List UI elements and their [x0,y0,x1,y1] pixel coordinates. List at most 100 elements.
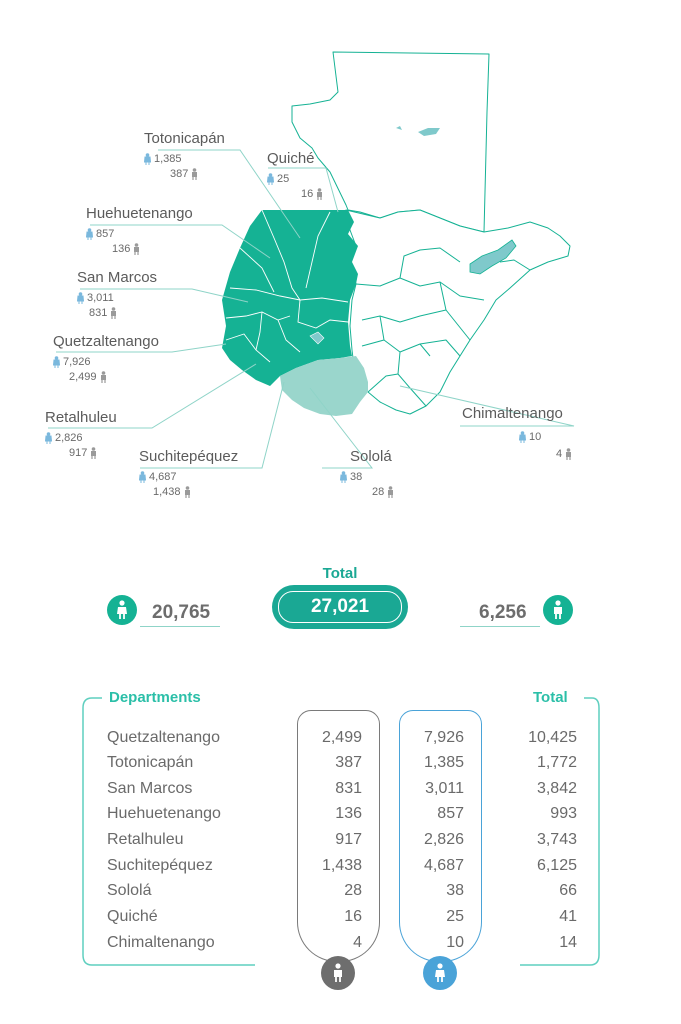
light-highlight [280,356,368,416]
male-icon [388,486,394,498]
row-male: 917 [335,831,362,848]
male-total: 6,256 [479,602,527,623]
table-row: Sololá 28 38 66 [0,882,681,907]
row-female: 38 [446,882,464,899]
female-count: 7,926 [63,356,91,368]
female-icon [340,471,347,483]
female-count: 3,011 [87,292,114,304]
male-count: 917 [69,447,88,459]
male-icon [317,188,323,200]
row-total: 14 [559,934,577,951]
dept-label: San Marcos [77,269,158,286]
guatemala-map [48,51,575,469]
male-count: 387 [170,168,189,180]
male-count: 2,499 [69,371,97,383]
callout-san-marcos: San Marcos 3,011 831 [77,269,157,319]
male-column-badge [321,956,355,990]
row-total: 6,125 [536,857,577,874]
row-total: 3,743 [536,831,577,848]
table-row: Chimaltenango 4 10 14 [0,934,681,959]
row-female: 25 [446,908,464,925]
female-count: 38 [350,471,363,483]
female-icon [77,292,84,304]
table-row: Retalhuleu 917 2,826 3,743 [0,831,681,856]
male-total-underline [460,626,540,627]
male-count: 4 [556,448,563,460]
female-total: 20,765 [152,602,211,623]
callout-solola: Sololá 38 28 [340,448,394,498]
female-icon [139,471,146,483]
dept-label: Totonicapán [144,130,225,147]
female-icon [144,153,151,165]
male-total-badge [543,595,573,625]
dept-label: Sololá [350,448,392,465]
female-icon [45,432,52,444]
female-icon [519,431,526,443]
female-icon [435,963,445,982]
row-male: 4 [353,934,362,951]
table-row: Totonicapán 387 1,385 1,772 [0,754,681,779]
dept-label: Quiché [267,150,315,167]
male-icon [100,371,106,383]
row-female: 1,385 [423,754,464,771]
dept-label: Chimaltenango [462,405,563,422]
row-department: Chimaltenango [107,934,215,951]
row-male: 2,499 [321,729,362,746]
table-row: Suchitepéquez 1,438 4,687 6,125 [0,857,681,882]
table-row: San Marcos 831 3,011 3,842 [0,780,681,805]
row-female: 7,926 [423,729,464,746]
callout-huehuetenango: Huehuetenango 857 136 [86,205,193,255]
male-count: 1,438 [153,486,181,498]
row-total: 1,772 [536,754,577,771]
female-total-badge [107,595,137,625]
row-female: 3,011 [425,780,464,797]
row-department: Sololá [107,882,152,899]
row-total: 993 [550,805,577,822]
table-title: Departments [109,689,201,706]
female-icon [267,173,274,185]
female-count: 4,687 [149,471,177,483]
row-male: 16 [344,908,362,925]
male-icon [334,963,342,982]
lake-atitlan [309,331,325,345]
callout-chimaltenango: Chimaltenango 10 4 [462,405,572,460]
row-department: San Marcos [107,780,193,797]
lake-izabal [469,239,517,275]
row-female: 10 [446,934,464,951]
male-icon [554,600,562,619]
female-count: 2,826 [55,432,83,444]
row-department: Suchitepéquez [107,857,213,874]
row-female: 2,826 [423,831,464,848]
male-count: 16 [301,188,314,200]
row-male: 28 [344,882,362,899]
lake-peten-itza [418,128,440,136]
dept-label: Retalhuleu [45,409,117,426]
row-department: Huehuetenango [107,805,221,822]
callout-retalhuleu: Retalhuleu 2,826 917 [45,409,117,459]
dept-label: Huehuetenango [86,205,193,222]
callout-quetzaltenango: Quetzaltenango 7,926 2,499 [53,333,159,383]
female-count: 10 [529,431,542,443]
row-male: 831 [335,780,362,797]
callout-suchitepequez: Suchitepéquez 4,687 1,438 [139,448,238,498]
table-row: Huehuetenango 136 857 993 [0,805,681,830]
table-row: Quiché 16 25 41 [0,908,681,933]
row-department: Retalhuleu [107,831,184,848]
total-pill: 27,021 [272,585,408,629]
male-icon [134,243,140,255]
male-icon [184,486,190,498]
male-icon [192,168,198,180]
male-icon [566,448,572,460]
row-department: Quiché [107,908,158,925]
callout-totonicapan: Totonicapán 1,385 387 [144,130,225,180]
table-row: Quetzaltenango 2,499 7,926 10,425 [0,729,681,754]
female-count: 857 [96,228,115,240]
row-total: 3,842 [536,780,577,797]
row-female: 4,687 [423,857,464,874]
row-male: 1,438 [321,857,362,874]
female-total-underline [140,626,220,627]
table-total-header: Total [533,689,568,706]
row-department: Quetzaltenango [107,729,220,746]
male-count: 28 [372,486,385,498]
